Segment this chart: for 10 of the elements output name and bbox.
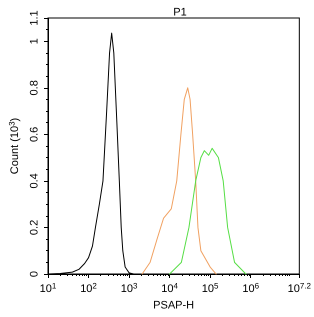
- y-tick-label: 0.4: [28, 173, 40, 189]
- x-axis-title: PSAP-H: [153, 300, 194, 312]
- y-tick-label: 1.1: [28, 10, 40, 26]
- y-tick-label: 0.6: [28, 126, 40, 142]
- chart-title: P1: [173, 6, 187, 18]
- y-tick-label: 0: [28, 270, 40, 278]
- y-tick-label: 1: [28, 38, 40, 44]
- y-tick-label: 0.8: [28, 80, 40, 96]
- y-axis-title: Count (103): [8, 118, 21, 174]
- y-tick-label: 0.2: [28, 220, 40, 236]
